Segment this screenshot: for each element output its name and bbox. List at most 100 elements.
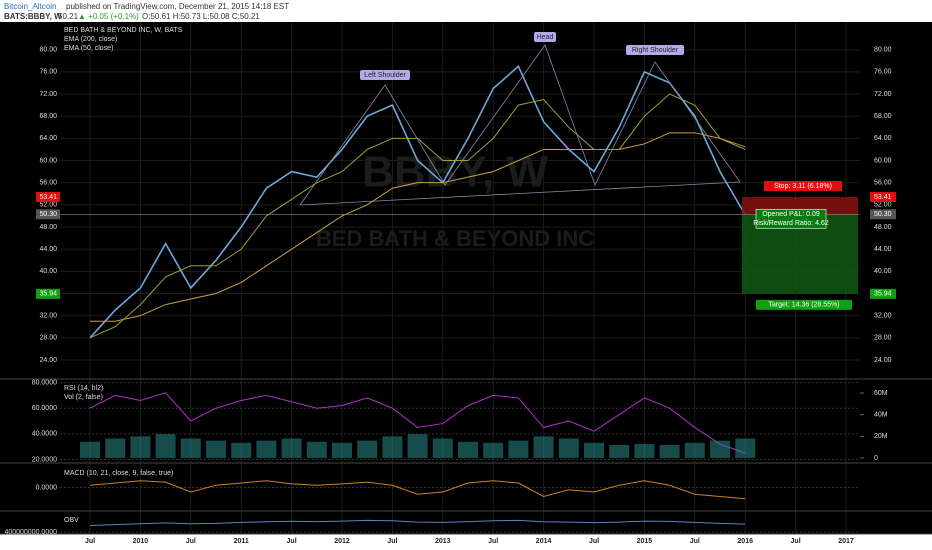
last-price: 50.21 xyxy=(58,12,79,21)
pnl-label: Opened P&L: 0.09 xyxy=(762,211,820,218)
series-line xyxy=(89,480,746,500)
x-tick-label: 2010 xyxy=(133,538,149,545)
annotation: Left Shoulder xyxy=(364,72,406,79)
volume-bar xyxy=(609,444,630,458)
volume-bar xyxy=(281,438,302,458)
rr-label: Risk/Reward Ratio: 4.62 xyxy=(753,220,829,227)
y-tick-label: 52.00 xyxy=(39,202,57,209)
volume-bar xyxy=(634,443,655,458)
change: ▲ +0.05 (+0.1%) xyxy=(78,12,139,21)
y-tick-label: 40.0000 xyxy=(32,431,57,438)
x-tick-label: Jul xyxy=(488,538,498,545)
x-tick-label: Jul xyxy=(387,538,397,545)
y-tick-label-right: 48.00 xyxy=(874,224,892,231)
annotation-box xyxy=(626,45,684,55)
stop-label-box xyxy=(764,181,842,192)
y-tick-label: 80.00 xyxy=(39,47,57,54)
series-line xyxy=(89,65,746,339)
price-badge-label: 50.30 xyxy=(874,211,892,218)
y-tick-label: 76.00 xyxy=(39,69,57,76)
legend-entry: EMA (50, close) xyxy=(64,45,113,52)
volume-bar xyxy=(256,440,277,458)
symbol: BATS:BBBY, W xyxy=(4,12,62,21)
volume-bar xyxy=(407,434,428,458)
author[interactable]: Bitcoin_Altcoin xyxy=(4,2,56,11)
legend-entry: OBV xyxy=(64,517,79,524)
stop-label: Stop: 3.11 (6.18%) xyxy=(774,183,832,190)
y-tick-label-right: 40.00 xyxy=(874,268,892,275)
y-tick-label: 44.00 xyxy=(39,246,57,253)
annotation-box xyxy=(534,32,556,42)
y-tick-label: 60.0000 xyxy=(32,405,57,412)
volume-bar xyxy=(130,436,151,458)
y-tick-label-right: 44.00 xyxy=(874,246,892,253)
annotation-box xyxy=(360,70,410,80)
pnl-box xyxy=(755,208,827,229)
y2-tick-label: 60M xyxy=(874,390,888,397)
y-tick-label-right: 52.00 xyxy=(874,202,892,209)
price-badge-label: 53.41 xyxy=(39,194,57,201)
price-badge xyxy=(36,192,60,203)
y-tick-label-right: 60.00 xyxy=(874,157,892,164)
price-badge xyxy=(870,192,896,203)
series-line xyxy=(90,132,746,322)
x-tick-label: Jul xyxy=(287,538,297,545)
volume-bar xyxy=(533,436,554,458)
y-tick-label: 56.00 xyxy=(39,180,57,187)
x-tick-label: 2011 xyxy=(234,538,249,545)
volume-bar xyxy=(684,442,705,458)
volume-bar xyxy=(735,438,756,458)
volume-bar xyxy=(180,438,201,458)
y-tick-label: 32.00 xyxy=(39,313,57,320)
y-tick-label: 80.0000 xyxy=(32,379,57,386)
x-tick-label: Jul xyxy=(186,538,196,545)
price-badge xyxy=(36,209,60,220)
volume-bar xyxy=(558,438,579,458)
price-badge-label: 53.41 xyxy=(874,194,892,201)
y-tick-label: 64.00 xyxy=(39,135,57,142)
legend-entry: MACD (10, 21, close, 9, false, true) xyxy=(64,470,173,477)
series-line xyxy=(89,93,746,339)
volume-bar xyxy=(659,444,680,458)
legend-entry: Vol (2, false) xyxy=(64,394,103,401)
volume-bar xyxy=(105,438,126,458)
y-tick-label-right: 24.00 xyxy=(874,357,892,364)
y-tick-label: 40.00 xyxy=(39,268,57,275)
ohlc: O:50.61 H:50.73 L:50.08 C:50.21 xyxy=(142,12,260,21)
volume-bar xyxy=(206,440,226,458)
x-tick-label: 2016 xyxy=(737,538,753,545)
volume-bar xyxy=(357,440,378,458)
annotation: Right Shoulder xyxy=(632,47,679,54)
x-tick-label: 2014 xyxy=(536,538,552,545)
y-tick-label-right: 72.00 xyxy=(874,91,892,98)
x-tick-label: 2015 xyxy=(637,538,653,545)
published: published on TradingView.com, December 2… xyxy=(66,2,289,11)
y-tick-label-right: 64.00 xyxy=(874,135,892,142)
watermark: BED BATH & BEYOND INC xyxy=(316,226,594,251)
volume-bar xyxy=(432,438,453,458)
volume-bar xyxy=(231,442,252,458)
x-tick-label: 2012 xyxy=(334,538,350,545)
y-tick-label: 400000000.0000 xyxy=(4,529,57,536)
y2-tick-label: 0 xyxy=(874,455,878,462)
volume-bar xyxy=(458,441,478,458)
y2-tick-label: 20M xyxy=(874,433,888,440)
x-tick-label: Jul xyxy=(589,538,599,545)
y-tick-label: 20.0000 xyxy=(32,456,57,463)
target-label-box xyxy=(756,299,852,310)
x-tick-label: Jul xyxy=(690,538,700,545)
price-badge xyxy=(870,288,896,299)
y-tick-label: 72.00 xyxy=(39,91,57,98)
price-badge xyxy=(870,209,896,220)
x-tick-label: Jul xyxy=(85,538,95,545)
volume-bar xyxy=(332,442,352,458)
price-badge xyxy=(36,288,60,299)
volume-bar xyxy=(382,436,403,458)
series-line xyxy=(89,519,746,526)
legend-entry: BED BATH & BEYOND INC, W, BATS xyxy=(64,27,183,34)
y-tick-label: 28.00 xyxy=(39,335,57,342)
y-tick-label-right: 28.00 xyxy=(874,335,892,342)
y-tick-label-right: 76.00 xyxy=(874,69,892,76)
y-tick-label-right: 68.00 xyxy=(874,113,892,120)
